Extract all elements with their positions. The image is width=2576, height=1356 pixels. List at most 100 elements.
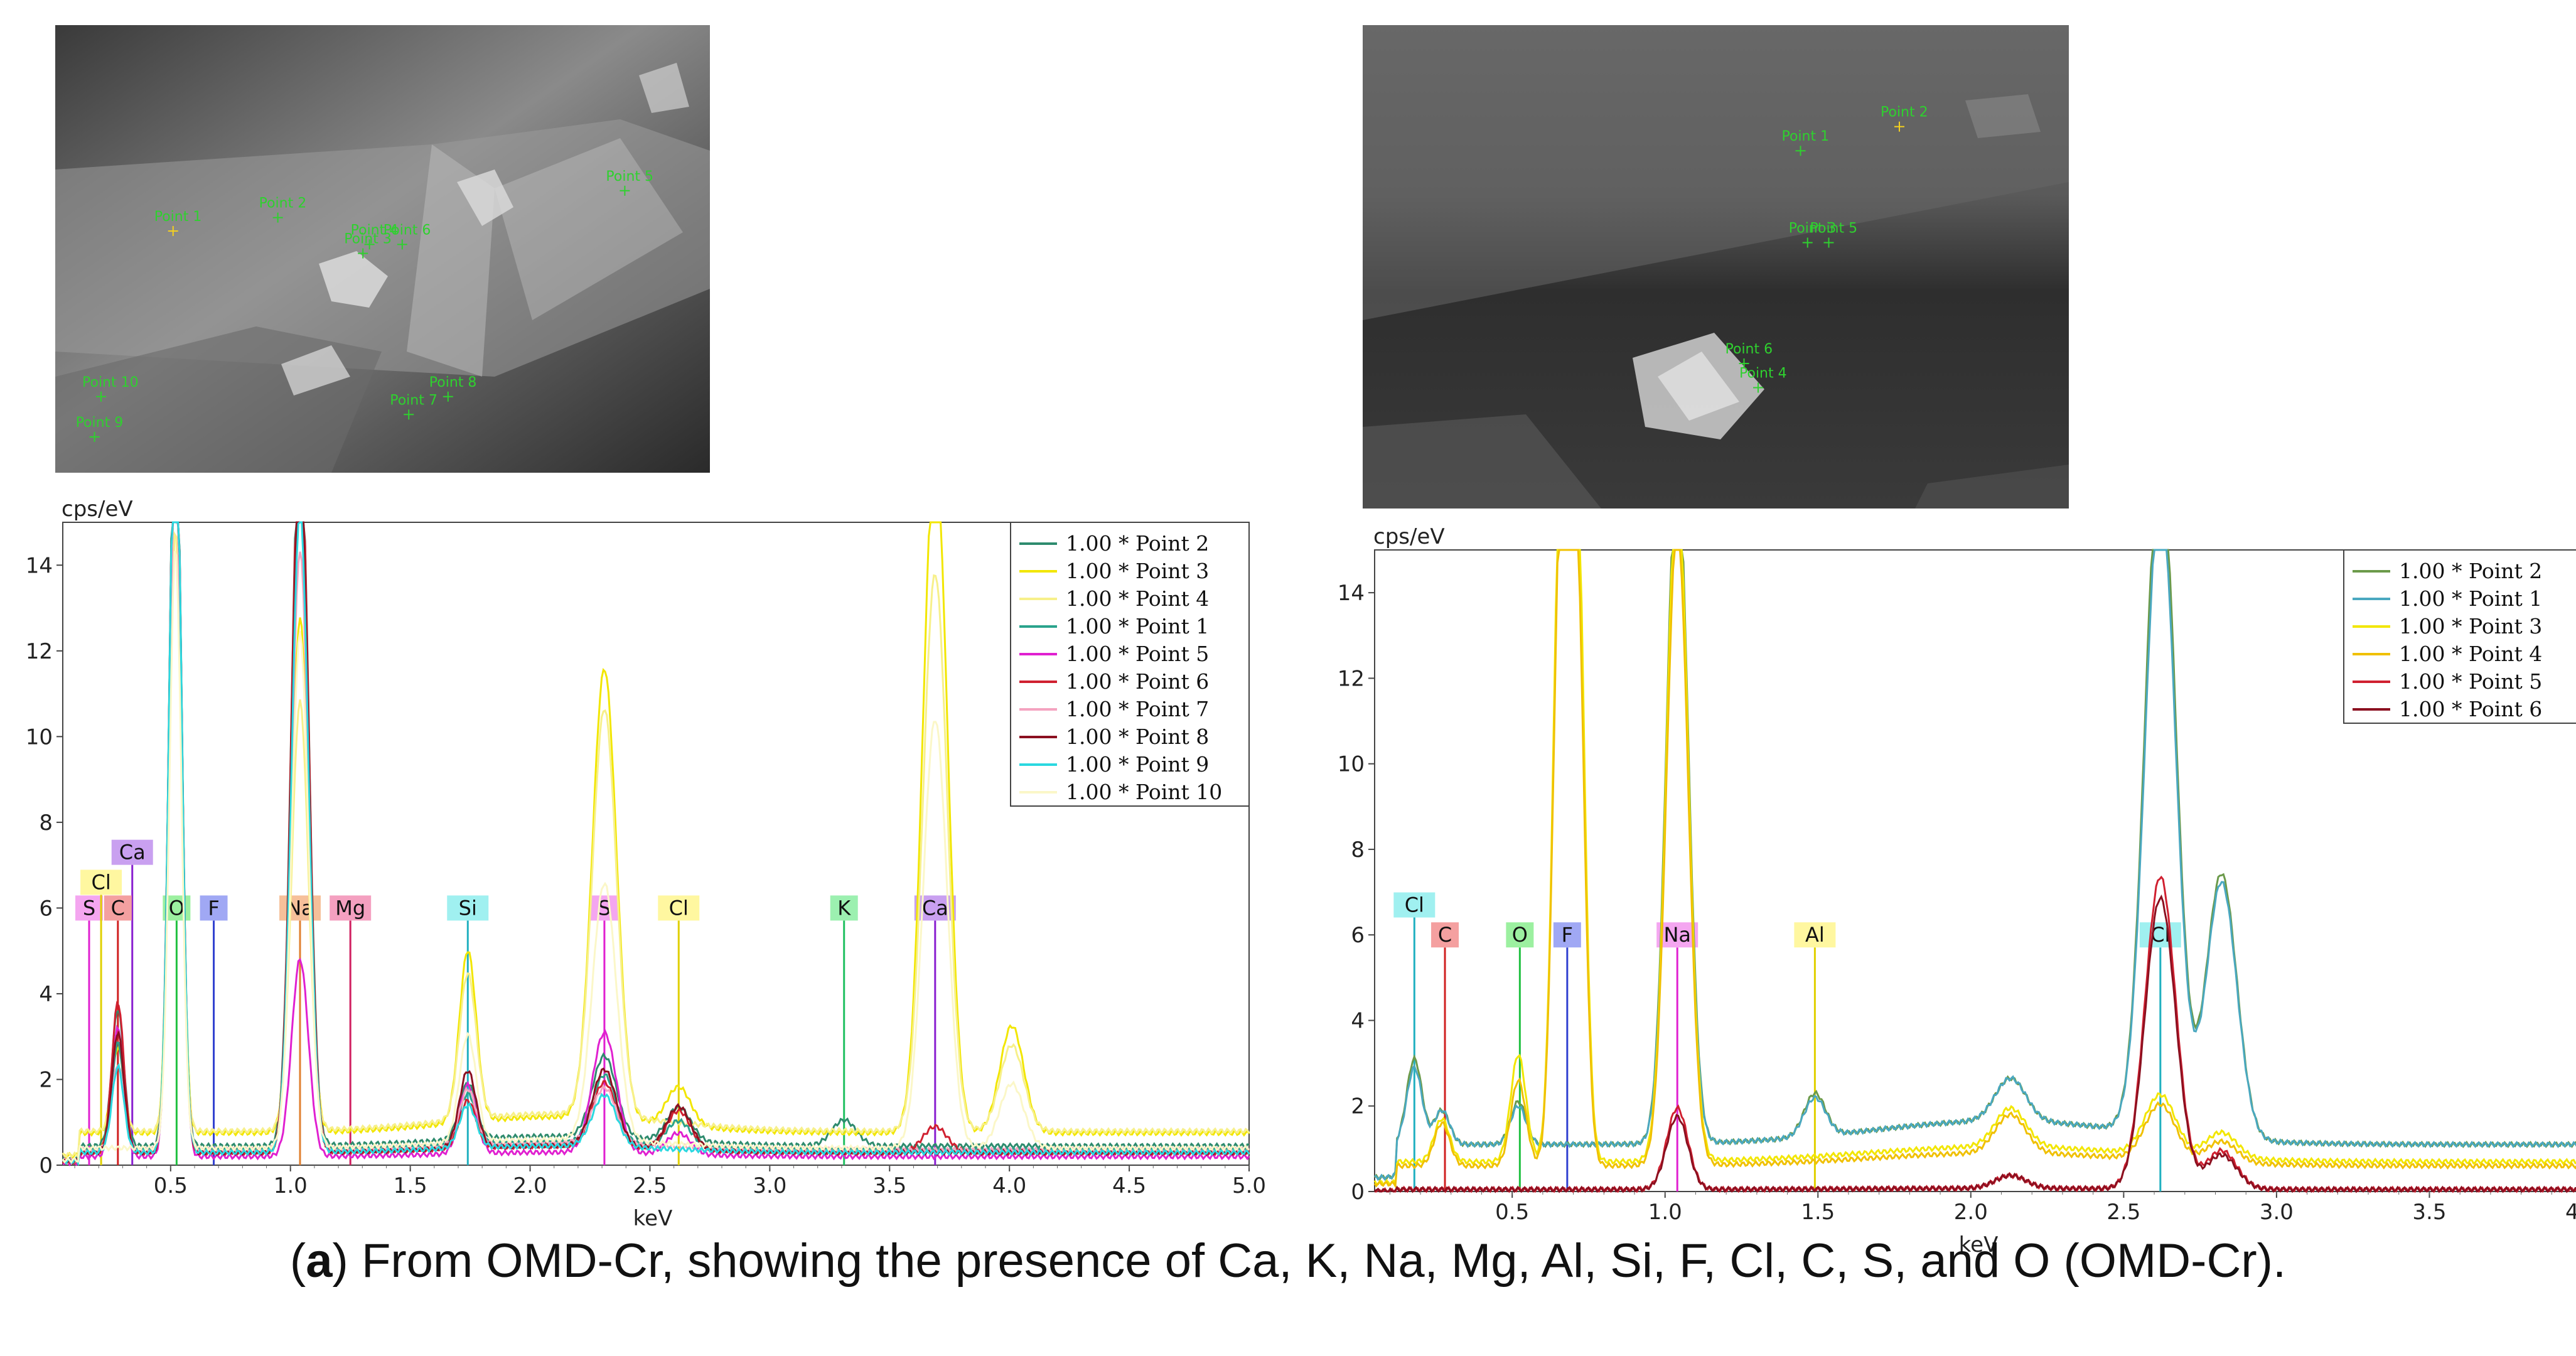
- sem-point-label: Point 2: [1881, 105, 1928, 121]
- y-tick-label: 6: [39, 896, 53, 921]
- element-badge: [111, 839, 153, 865]
- legend-label: 1.00 * Point 3: [2399, 614, 2542, 638]
- y-tick-label: 12: [26, 639, 53, 664]
- x-tick-label: 4.0: [992, 1173, 1026, 1198]
- sem-point-label: Point 9: [76, 415, 124, 431]
- y-tick-label: 4: [1351, 1008, 1365, 1033]
- element-label: S: [598, 896, 611, 920]
- y-axis-label-left: cps/eV: [62, 497, 133, 522]
- element-marker-f: F: [200, 895, 228, 1165]
- spectrum-series: [62, 551, 1250, 1164]
- spectrum-series: [1374, 894, 2576, 1193]
- x-tick-label: 1.0: [1648, 1200, 1682, 1225]
- element-badge: [200, 895, 228, 921]
- x-tick-label: 3.5: [2412, 1200, 2446, 1225]
- x-axis-label-left: keV: [633, 1206, 673, 1231]
- sem-point-marker: Point 2: [1881, 105, 1928, 132]
- element-badge: [1393, 892, 1436, 918]
- sem-point-marker: Point 4: [1739, 366, 1787, 393]
- sem-point-marker: Point 1: [154, 209, 202, 236]
- y-tick-label: 0: [1351, 1180, 1365, 1205]
- legend-item: 1.00 * Point 8: [1019, 724, 1209, 749]
- element-badge: [75, 895, 103, 921]
- element-marker-c: C: [1431, 922, 1459, 1192]
- legend-item: 1.00 * Point 2: [1019, 531, 1209, 556]
- element-label: Ca: [922, 896, 948, 920]
- x-tick-label: 1.5: [1801, 1200, 1835, 1225]
- legend-item: 1.00 * Point 10: [1019, 780, 1222, 804]
- y-tick-label: 14: [26, 553, 53, 578]
- x-tick-label: 2.5: [633, 1173, 667, 1198]
- y-tick-label: 14: [1338, 581, 1365, 606]
- sem-point-label: Point 1: [154, 209, 202, 225]
- element-marker-mg: Mg: [330, 895, 372, 1165]
- element-marker-si: Si: [447, 895, 489, 1165]
- element-label: Cl: [91, 870, 110, 894]
- sem-point-marker: Point 4: [351, 222, 399, 250]
- y-tick-label: 8: [39, 810, 53, 836]
- sem-micrograph-right: Point 1 Point 2 Point 3 Point 4 Point 5 Point…: [1363, 25, 2069, 508]
- element-badge: [2139, 922, 2181, 948]
- spectrum-series: [1373, 549, 2576, 1189]
- element-marker-al: Al: [1794, 922, 1836, 1192]
- sem-point-label: Point 6: [1725, 342, 1773, 357]
- element-label: Na: [1663, 923, 1691, 947]
- legend-left: 1.00 * Point 2 1.00 * Point 3 1.00 * Point…: [1010, 522, 1250, 807]
- caption-letter: a: [306, 1234, 333, 1288]
- element-label: S: [83, 896, 95, 920]
- x-tick-label: 2.5: [2106, 1200, 2140, 1225]
- eds-spectrum-right: cps/eV 0.5 1.0 1.5 2.0 2.5 3.0 3.5 4.0 0 2 4 6 8 10 12…: [1338, 524, 2576, 1256]
- sem-point-marker: Point 5: [1810, 221, 1857, 248]
- sem-point-label: Point 4: [351, 222, 399, 238]
- sem-point-label: Point 3: [1789, 221, 1837, 237]
- x-tick-label: 1.0: [274, 1173, 308, 1198]
- x-tick-label: 1.5: [394, 1173, 427, 1198]
- spectra-right: [1373, 549, 2576, 1193]
- element-badge: [1553, 922, 1581, 948]
- legend-label: 1.00 * Point 3: [1066, 559, 1209, 583]
- x-tick-label: 3.5: [872, 1173, 906, 1198]
- legend-label: 1.00 * Point 10: [1066, 780, 1222, 804]
- legend-item: 1.00 * Point 5: [2353, 669, 2542, 694]
- element-label: F: [208, 896, 219, 920]
- element-label: O: [1512, 923, 1528, 947]
- sem-point-label: Point 2: [259, 196, 307, 212]
- axis-ticks-left: 0.5 1.0 1.5 2.0 2.5 3.0 3.5 4.0 4.5 5.0 0 2 4 6 8 10 12 1…: [26, 553, 1266, 1198]
- sem-image-right: Point 1 Point 2 Point 3 Point 4 Point 5 Point…: [1363, 25, 2069, 508]
- x-tick-label: 5.0: [1232, 1173, 1266, 1198]
- element-label: Si: [459, 896, 477, 920]
- legend-item: 1.00 * Point 2: [2353, 559, 2542, 583]
- legend-item: 1.00 * Point 7: [1019, 697, 1209, 721]
- x-tick-label: 0.5: [1495, 1200, 1529, 1225]
- element-badge: [830, 895, 858, 921]
- eds-spectrum-left: cps/eV 0.5 1.0 1.5 2.0 2.5 3.0 3.5 4.0 4.5 5.0 0 2 4…: [26, 497, 1266, 1231]
- legend-label: 1.00 * Point 5: [1066, 642, 1209, 666]
- legend-label: 1.00 * Point 8: [1066, 724, 1209, 749]
- x-tick-label: 2.0: [1954, 1200, 1988, 1225]
- y-tick-label: 12: [1338, 666, 1365, 691]
- element-marker-s: S: [75, 895, 103, 1165]
- element-marker-o: O: [1506, 922, 1534, 1192]
- x-tick-label: 4.0: [2565, 1200, 2576, 1225]
- sem-right-point-markers: Point 1 Point 2 Point 3 Point 4 Point 5 Point…: [1725, 105, 1928, 393]
- element-marker-na: Na: [1656, 922, 1699, 1192]
- y-tick-label: 8: [1351, 837, 1365, 863]
- element-badge: [330, 895, 372, 921]
- x-tick-label: 3.0: [2260, 1200, 2294, 1225]
- element-badge: [104, 895, 132, 921]
- element-badge: [1794, 922, 1836, 948]
- sem-point-label: Point 6: [384, 222, 431, 238]
- y-tick-label: 10: [26, 724, 53, 750]
- sem-point-label: Point 10: [82, 375, 139, 390]
- legend-label: 1.00 * Point 9: [1066, 752, 1209, 777]
- sem-point-marker: Point 5: [606, 169, 653, 196]
- spectra-left: [62, 521, 1250, 1166]
- element-label: F: [1562, 923, 1573, 947]
- y-tick-label: 6: [1351, 923, 1365, 948]
- y-tick-label: 2: [1351, 1094, 1365, 1119]
- legend-label: 1.00 * Point 6: [2399, 697, 2542, 721]
- spectrum-series: [62, 530, 1250, 1160]
